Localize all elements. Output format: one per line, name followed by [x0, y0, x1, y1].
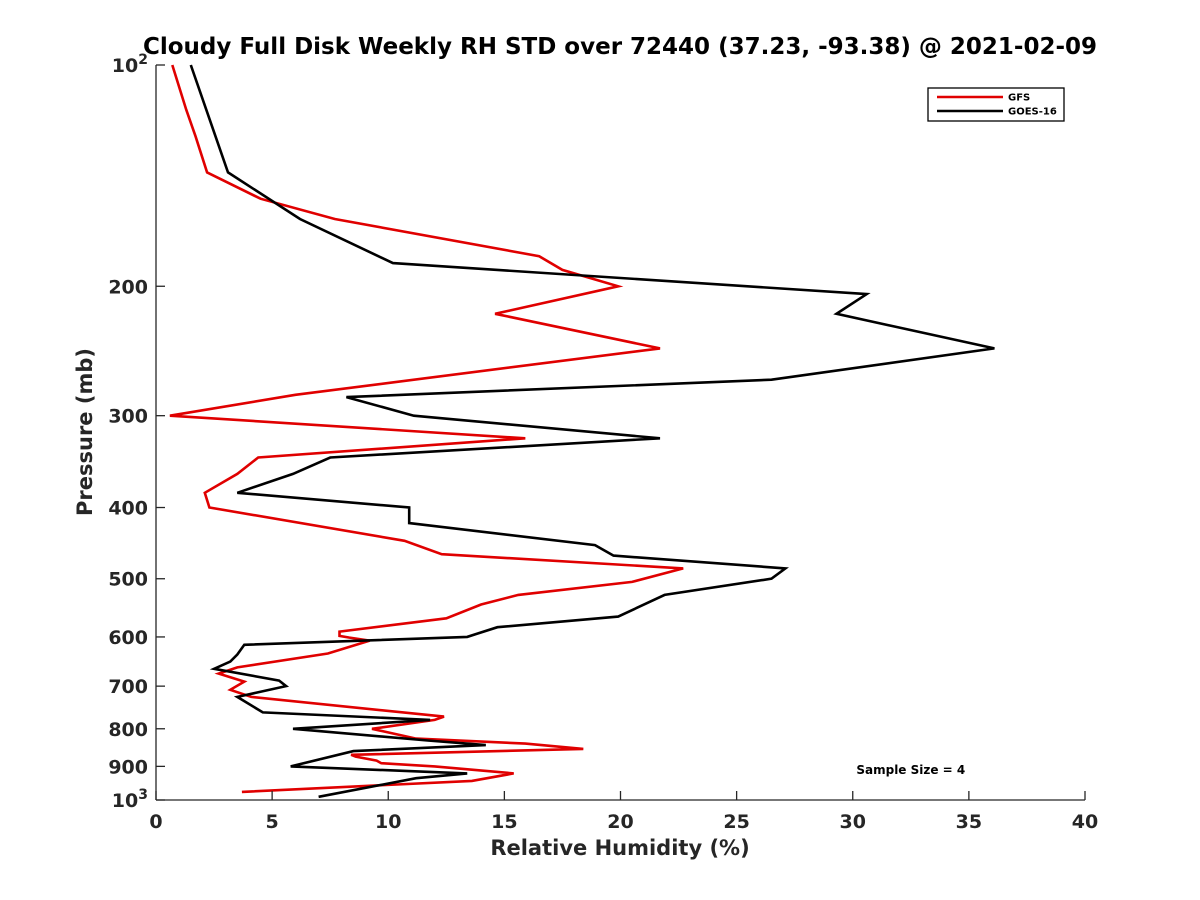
x-tick-label: 20	[607, 811, 633, 833]
y-tick-label: 900	[108, 756, 148, 778]
legend-label-goes16: GOES-16	[1008, 107, 1057, 118]
y-tick-label: 400	[108, 498, 148, 520]
chart-title: Cloudy Full Disk Weekly RH STD over 7244…	[143, 34, 1097, 60]
x-tick-label: 30	[840, 811, 866, 833]
plot-area: 0 5 10 15 20 25 30 35 40 102 200 300 400 500 600 700 800…	[108, 52, 1098, 833]
y-tick-label: 700	[108, 676, 148, 698]
axes-layer: 0 5 10 15 20 25 30 35 40 102 200 300 400 500 600 700 800…	[108, 52, 1098, 833]
legend: GFS GOES-16	[927, 87, 1065, 122]
x-tick-label: 35	[956, 811, 982, 833]
x-tick-label: 0	[149, 811, 162, 833]
x-tick-label: 15	[491, 811, 517, 833]
y-tick-label: 200	[108, 276, 148, 298]
series-line-goes16	[189, 64, 995, 799]
y-tick-label: 800	[108, 719, 148, 741]
x-tick-label: 25	[723, 811, 749, 833]
y-axis-label: Pressure (mb)	[73, 348, 97, 516]
x-tick-label: 10	[375, 811, 401, 833]
y-tick-label: 500	[108, 569, 148, 591]
x-tick-label: 5	[266, 811, 279, 833]
series-line-gfs	[169, 64, 684, 794]
legend-box	[927, 87, 1065, 122]
sample-size-annotation: Sample Size = 4	[856, 763, 965, 777]
y-tick-label: 102	[112, 52, 148, 77]
series-layer	[169, 64, 995, 799]
y-tick-label: 600	[108, 627, 148, 649]
y-tick-label: 300	[108, 406, 148, 428]
x-tick-label: 40	[1072, 811, 1098, 833]
x-axis-label: Relative Humidity (%)	[490, 836, 749, 860]
y-tick-label: 103	[112, 787, 148, 812]
legend-label-gfs: GFS	[1008, 93, 1030, 104]
